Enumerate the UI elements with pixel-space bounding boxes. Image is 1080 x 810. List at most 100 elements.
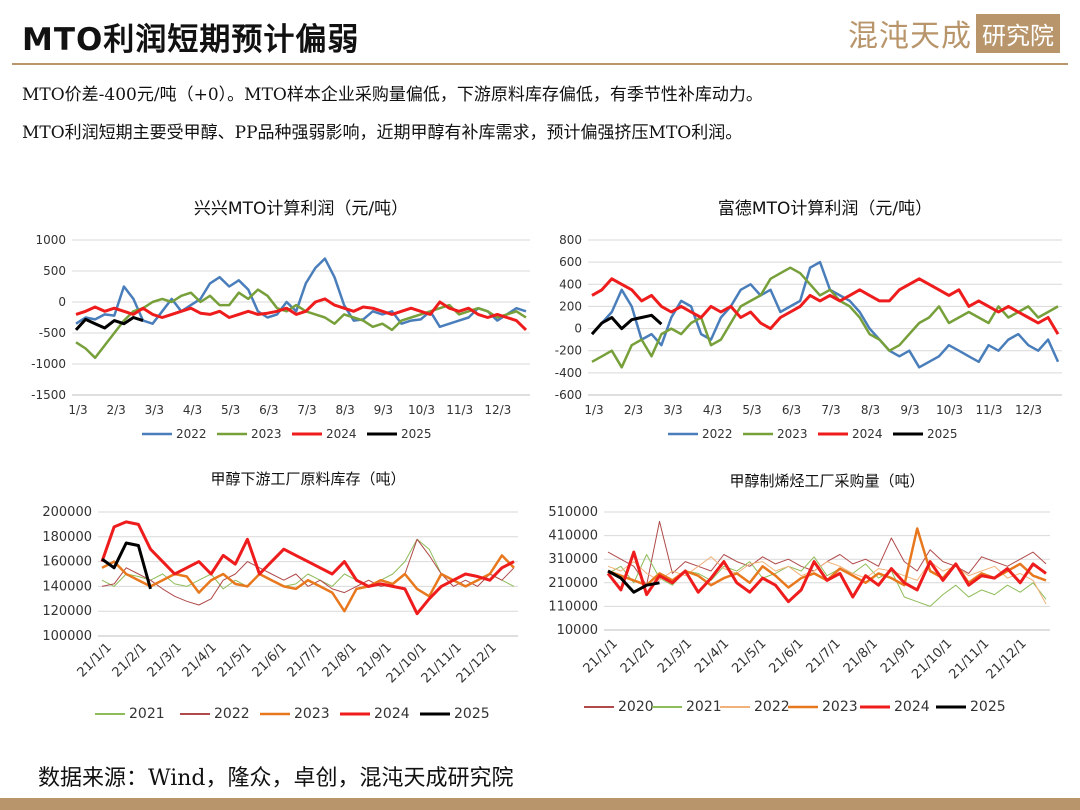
x-tick-label: 21/5/1 bbox=[729, 636, 769, 676]
x-tick-label: 21/1/1 bbox=[581, 636, 621, 676]
legend-label: 2024 bbox=[326, 427, 357, 441]
y-tick-label: 10000 bbox=[557, 623, 598, 638]
x-tick-label: 11/3 bbox=[976, 403, 1003, 417]
x-tick-label: 7/3 bbox=[821, 403, 840, 417]
x-tick-label: 21/12/1 bbox=[984, 636, 1030, 682]
y-tick-label: 510000 bbox=[548, 505, 598, 520]
x-tick-label: 21/5/1 bbox=[215, 640, 255, 680]
footer-band bbox=[0, 798, 1080, 810]
y-tick-label: 0 bbox=[574, 322, 582, 336]
y-tick-label: -400 bbox=[555, 366, 582, 380]
y-tick-label: 410000 bbox=[548, 529, 598, 544]
series-line-2024 bbox=[100, 520, 515, 616]
x-tick-label: 5/3 bbox=[742, 403, 761, 417]
x-tick-label: 21/3/1 bbox=[145, 640, 185, 680]
legend-label: 2024 bbox=[852, 427, 883, 441]
y-tick-label: 100000 bbox=[42, 629, 92, 644]
legend-label: 2023 bbox=[251, 427, 282, 441]
x-tick-label: 21/7/1 bbox=[804, 636, 844, 676]
x-tick-label: 21/2/1 bbox=[110, 640, 150, 680]
legend-label: 2021 bbox=[686, 699, 722, 715]
x-tick-label: 21/6/1 bbox=[250, 640, 290, 680]
y-tick-label: 500 bbox=[43, 264, 66, 278]
legend-label: 2020 bbox=[618, 699, 654, 715]
chart-title: 兴兴MTO计算利润（元/吨） bbox=[194, 199, 408, 219]
y-tick-label: 1000 bbox=[35, 233, 66, 247]
x-tick-label: 6/3 bbox=[259, 403, 278, 417]
x-tick-label: 4/3 bbox=[703, 403, 722, 417]
legend-label: 2022 bbox=[214, 706, 250, 722]
y-tick-label: 310000 bbox=[548, 552, 598, 567]
chart-title: 富德MTO计算利润（元/吨） bbox=[718, 199, 932, 219]
legend-label: 2021 bbox=[129, 706, 165, 722]
legend-label: 2025 bbox=[454, 706, 490, 722]
commentary-line-2: MTO利润短期主要受甲醇、PP品种强弱影响，近期甲醇有补库需求，预计偏强挤压MT… bbox=[22, 123, 743, 143]
logo-text: 混沌天成 bbox=[848, 19, 972, 54]
x-tick-label: 8/3 bbox=[861, 403, 880, 417]
y-tick-label: 200 bbox=[559, 299, 582, 313]
data-source: 数据来源：Wind，隆众，卓创，混沌天成研究院 bbox=[38, 766, 514, 791]
chart-title: 甲醇下游工厂原料库存（吨） bbox=[210, 470, 405, 488]
y-tick-label: -200 bbox=[555, 344, 582, 358]
legend-label: 2024 bbox=[374, 706, 410, 722]
x-tick-label: 21/2/1 bbox=[618, 636, 658, 676]
legend-label: 2022 bbox=[702, 427, 733, 441]
x-tick-label: 3/3 bbox=[145, 403, 164, 417]
chart-title: 甲醇制烯烃工厂采购量（吨） bbox=[729, 472, 924, 490]
y-tick-label: 180000 bbox=[42, 530, 92, 545]
legend-label: 2024 bbox=[894, 699, 930, 715]
legend-label: 2025 bbox=[401, 427, 432, 441]
x-tick-label: 6/3 bbox=[782, 403, 801, 417]
x-tick-label: 12/3 bbox=[1015, 403, 1042, 417]
x-tick-label: 1/3 bbox=[584, 403, 603, 417]
x-tick-label: 5/3 bbox=[221, 403, 240, 417]
legend-label: 2023 bbox=[777, 427, 808, 441]
y-tick-label: 200000 bbox=[42, 505, 92, 520]
x-tick-label: 4/3 bbox=[183, 403, 202, 417]
legend-label: 2025 bbox=[970, 699, 1006, 715]
chart-3: 甲醇下游工厂原料库存（吨） 200000 180000 160000 140000 120… bbox=[42, 470, 518, 722]
x-tick-label: 10/3 bbox=[936, 403, 963, 417]
y-tick-label: 160000 bbox=[42, 555, 92, 570]
y-tick-label: -500 bbox=[39, 326, 66, 340]
series-line-2022 bbox=[591, 260, 1060, 369]
x-tick-label: 3/3 bbox=[663, 403, 682, 417]
y-tick-label: 800 bbox=[559, 233, 582, 247]
series-line-2023 bbox=[101, 554, 515, 613]
x-tick-label: 11/3 bbox=[446, 403, 473, 417]
legend-label: 2025 bbox=[927, 427, 958, 441]
x-tick-label: 21/4/1 bbox=[692, 636, 732, 676]
series-line-2024 bbox=[591, 277, 1060, 335]
x-tick-label: 21/4/1 bbox=[180, 640, 220, 680]
x-tick-label: 21/1/1 bbox=[75, 640, 115, 680]
series-line-2024 bbox=[75, 297, 528, 331]
y-tick-label: 0 bbox=[58, 295, 66, 309]
y-tick-label: 400 bbox=[559, 277, 582, 291]
series-line-2025 bbox=[101, 541, 152, 590]
y-tick-label: 210000 bbox=[548, 576, 598, 591]
x-tick-label: 21/11/1 bbox=[946, 636, 992, 682]
x-tick-label: 1/3 bbox=[68, 403, 87, 417]
logo-box: 研究院 bbox=[976, 13, 1060, 53]
header-rule bbox=[12, 63, 1068, 65]
x-tick-label: 8/3 bbox=[336, 403, 355, 417]
y-tick-label: 600 bbox=[559, 255, 582, 269]
x-tick-label: 21/10/1 bbox=[909, 636, 955, 682]
x-tick-label: 21/7/1 bbox=[285, 640, 325, 680]
x-tick-label: 9/3 bbox=[900, 403, 919, 417]
legend-label: 2023 bbox=[822, 699, 858, 715]
series-line-2025 bbox=[74, 316, 144, 331]
y-tick-label: 140000 bbox=[42, 579, 92, 594]
x-tick-label: 12/3 bbox=[484, 403, 511, 417]
y-tick-label: -600 bbox=[555, 388, 582, 402]
series-line-2024 bbox=[606, 550, 1047, 604]
series-line-2025 bbox=[590, 313, 663, 336]
x-tick-label: 21/8/1 bbox=[320, 640, 360, 680]
series-line-2022 bbox=[75, 257, 527, 329]
series-line-2023 bbox=[75, 288, 527, 360]
x-tick-label: 2/3 bbox=[624, 403, 643, 417]
x-tick-label: 7/3 bbox=[297, 403, 316, 417]
series-line-2022 bbox=[101, 538, 515, 606]
